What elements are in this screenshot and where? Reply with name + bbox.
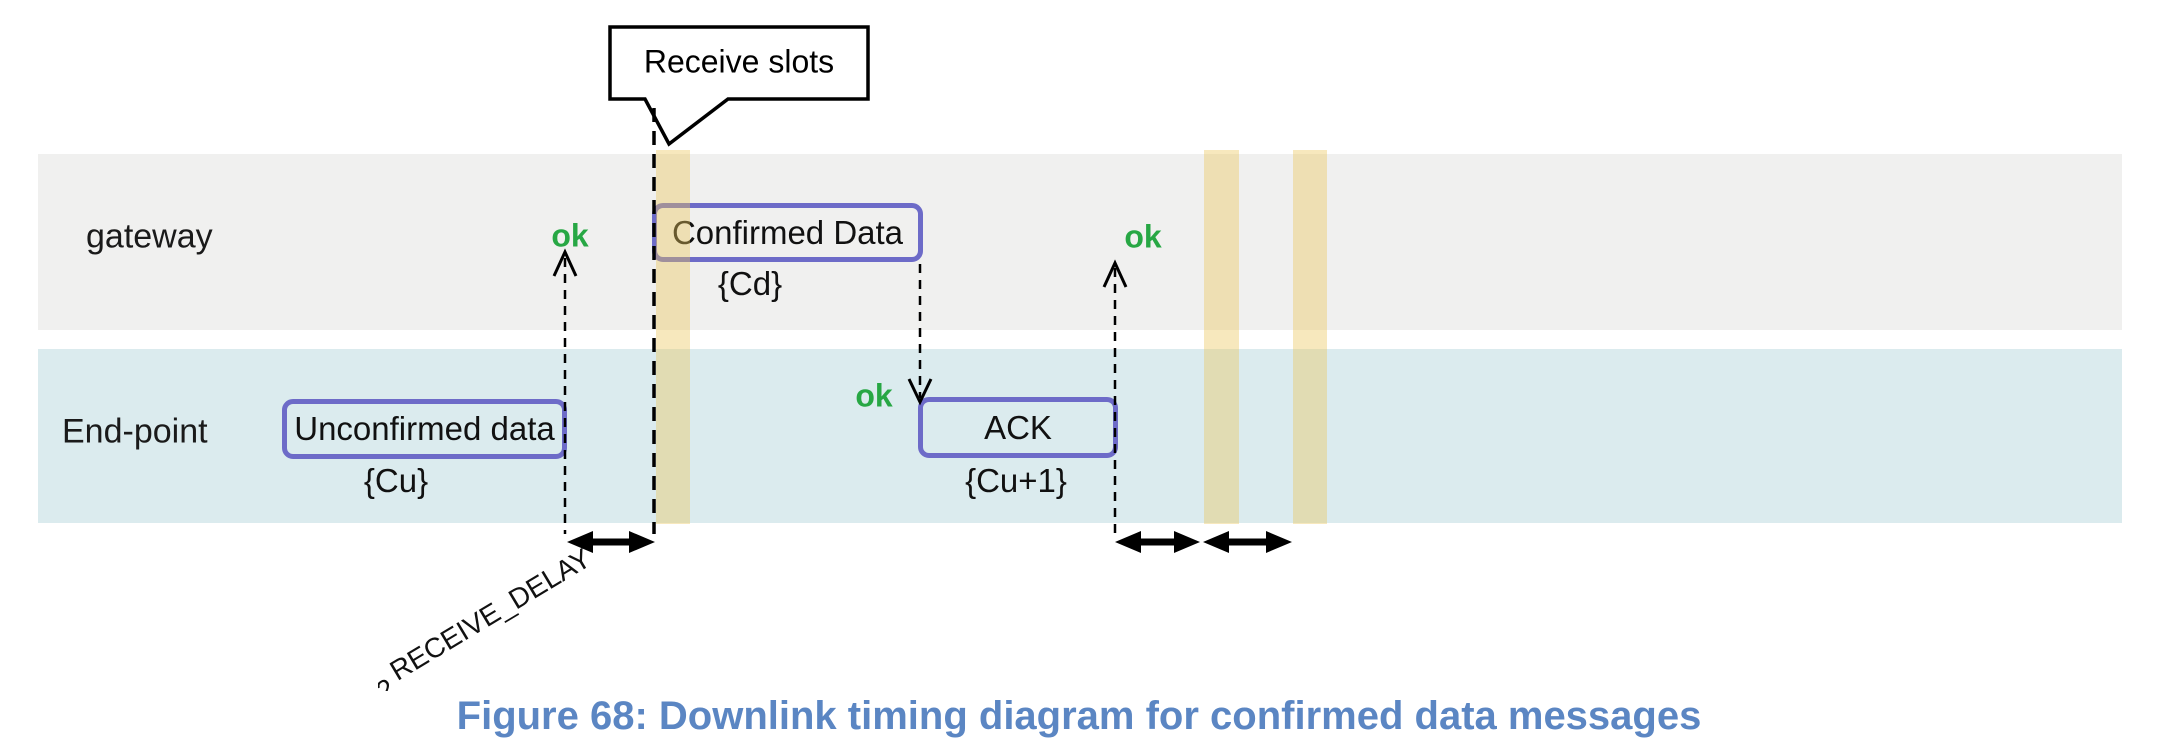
receive-delay-label: RECEIVE_DELAY <box>384 542 597 687</box>
unconfirmed-data-message-box: Unconfirmed data <box>282 399 567 459</box>
ok-label-gateway-1: ok <box>551 217 589 254</box>
figure-caption: Figure 68: Downlink timing diagram for c… <box>456 694 1702 738</box>
unconfirmed-data-label: Unconfirmed data <box>294 410 555 447</box>
ack-counter-tag: {Cu+1} <box>965 462 1067 499</box>
ok-label-endpoint: ok <box>855 377 893 414</box>
unconfirmed-data-counter-tag: {Cu} <box>363 462 429 499</box>
ack-message-box: ACK <box>918 397 1118 458</box>
confirmed-data-message-box: Confirmed Data <box>652 203 923 262</box>
ok-label-gateway-2: ok <box>1124 218 1162 255</box>
confirmed-data-label: Confirmed Data <box>671 213 904 251</box>
receive-delay-arrow-3 <box>1203 531 1292 553</box>
receive-delay-arrow-2 <box>1115 531 1200 553</box>
endpoint-lane-label: End-point <box>62 412 208 451</box>
gateway-lane-label: gateway <box>86 217 213 256</box>
ack-label: ACK <box>984 408 1052 446</box>
receive-slots-callout-label: Receive slots <box>643 43 835 80</box>
receive-delay-partial-glyph: 2 <box>378 674 412 691</box>
gateway-lane-band <box>38 154 2122 330</box>
confirmed-data-counter-tag: {Cd} <box>717 265 783 302</box>
endpoint-lane-band <box>38 349 2122 523</box>
